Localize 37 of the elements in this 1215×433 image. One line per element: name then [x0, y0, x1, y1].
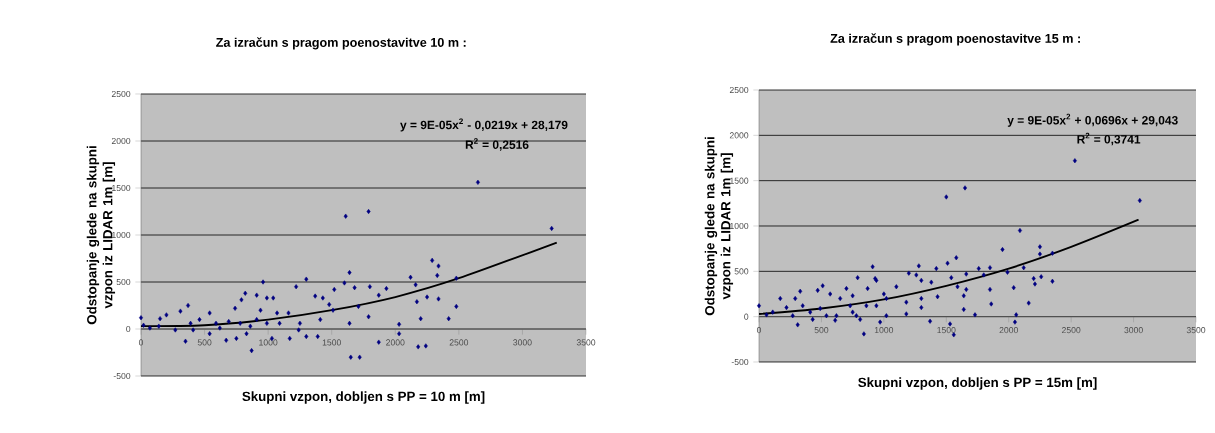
y-tick-label: 500	[734, 268, 749, 275]
x-axis-title: Skupni vzpon, dobljen s PP = 15m [m]	[858, 377, 1097, 390]
annotation: y = 9E-05x$^{2}$ - 0,0219x + 28,179	[400, 118, 568, 132]
annotation: y = 9E-05x$^{2}$ + 0,0696x + 29,043	[1007, 113, 1178, 127]
y-tick-label: 2000	[111, 137, 131, 145]
annotation: R$^{2}$ = 0,2516	[465, 138, 529, 151]
x-tick-label: 1000	[259, 339, 278, 346]
chart-title: Za izračun s pragom poenostavitve 10 m :	[216, 37, 466, 50]
x-tick-label: 3000	[1124, 327, 1143, 334]
x-tick-label: 500	[814, 327, 829, 334]
x-tick-label: 3000	[513, 339, 532, 346]
x-tick-label: 2000	[999, 327, 1018, 334]
x-tick-label: 500	[197, 339, 212, 346]
y-tick-label: -500	[113, 372, 131, 380]
y-tick-label: -500	[731, 358, 749, 366]
chart-title: Za izračun s pragom poenostavitve 15 m :	[830, 33, 1080, 46]
x-tick-label: 3500	[1186, 327, 1206, 334]
y-tick-label: 2000	[729, 132, 749, 139]
y-tick-label: 2500	[729, 86, 749, 94]
y-tick-label: 2500	[111, 90, 131, 98]
y-tick-label: 0	[744, 313, 749, 320]
x-tick-label: 2500	[449, 339, 469, 346]
y-tick-label: 1500	[112, 184, 131, 192]
x-tick-label: 1500	[937, 327, 956, 334]
x-tick-label: 0	[756, 327, 762, 334]
y-tick-label: 1000	[730, 222, 749, 230]
x-tick-label: 3500	[576, 339, 596, 346]
x-axis-title: Skupni vzpon, dobljen s PP = 10 m [m]	[242, 391, 485, 404]
x-tick-label: 0	[138, 339, 144, 346]
y-tick-label: 500	[116, 278, 131, 286]
annotation: R$^{2}$ = 0,3741	[1077, 132, 1141, 146]
x-tick-label: 2000	[386, 339, 405, 346]
y-tick-label: 1500	[730, 177, 749, 184]
x-tick-label: 2500	[1061, 327, 1081, 334]
x-tick-label: 1000	[874, 327, 894, 334]
y-tick-label: 1000	[112, 231, 131, 239]
x-tick-label: 1500	[322, 339, 341, 346]
